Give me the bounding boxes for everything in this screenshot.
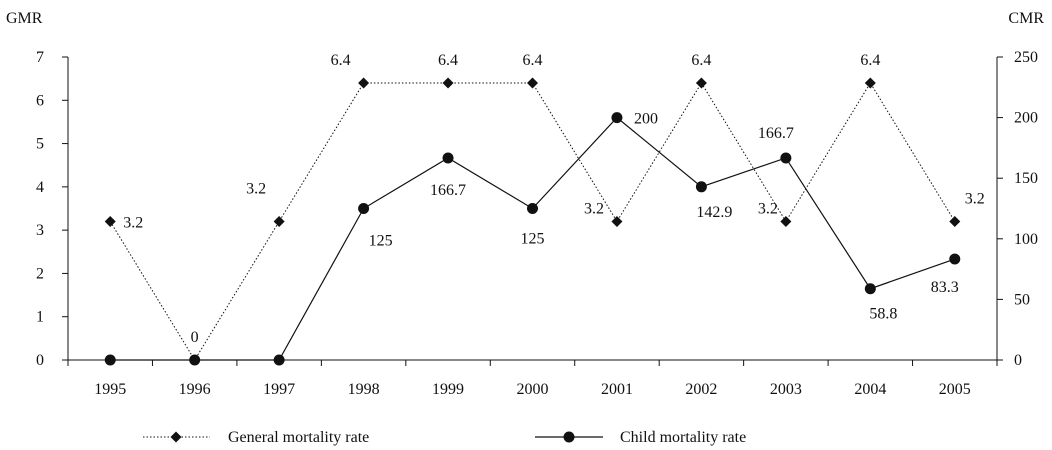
left-tick-label: 2: [36, 265, 44, 282]
gmr-data-label: 6.4: [438, 52, 458, 69]
gmr-point: [442, 77, 454, 89]
right-tick-label: 200: [1014, 110, 1038, 127]
gmr-data-label: 3.2: [246, 180, 266, 197]
right-tick-label: 100: [1014, 231, 1038, 248]
gmr-point: [780, 215, 792, 227]
cmr-point: [780, 152, 792, 164]
gmr-data-label: 0: [191, 329, 199, 346]
legend-gmr-marker: [170, 431, 182, 443]
x-tick-label: 2005: [939, 381, 971, 398]
cmr-point: [442, 152, 454, 164]
x-tick-label: 2000: [517, 381, 549, 398]
legend-cmr-marker: [563, 431, 575, 443]
cmr-data-label: 83.3: [931, 279, 959, 296]
data-labels: 3.2 0 3.2 6.4 6.4 6.4 3.2 6.4 3.2 6.4 3.2 125 166.7 1…: [123, 52, 985, 346]
right-tick-label: 150: [1014, 170, 1038, 187]
gmr-data-label: 6.4: [860, 52, 880, 69]
gmr-point: [527, 77, 538, 89]
left-tick-label: 1: [36, 309, 44, 326]
cmr-point: [949, 253, 961, 265]
cmr-data-label: 200: [634, 111, 658, 128]
left-tick-label: 4: [36, 179, 44, 196]
gmr-point: [695, 77, 707, 89]
right-tick-label: 50: [1014, 291, 1030, 308]
cmr-data-label: 58.8: [869, 306, 897, 323]
left-tick-label: 3: [36, 222, 44, 239]
right-tick-label: 0: [1014, 352, 1022, 369]
cmr-point: [864, 283, 876, 295]
left-tick-label: 0: [36, 352, 44, 369]
gmr-data-label: 3.2: [123, 214, 143, 231]
series: [104, 77, 961, 366]
cmr-data-label: 125: [521, 231, 545, 248]
gmr-data-label: 6.4: [691, 52, 711, 69]
gmr-point: [949, 215, 961, 227]
cmr-data-label: 142.9: [696, 204, 732, 221]
gmr-data-label: 6.4: [523, 52, 543, 69]
left-tick-label: 6: [36, 92, 44, 109]
gmr-point: [273, 215, 285, 227]
cmr-point: [695, 181, 707, 193]
legend-gmr-label: General mortality rate: [228, 429, 369, 446]
right-axis-title: CMR: [1008, 10, 1044, 27]
gmr-point: [358, 77, 370, 89]
legend-cmr-label: Child mortality rate: [620, 429, 746, 446]
cmr-point: [104, 354, 116, 366]
gmr-point: [864, 77, 876, 89]
cmr-data-label: 166.7: [430, 182, 466, 199]
x-tick-label: 1996: [179, 381, 211, 398]
gmr-series-line: [109, 82, 956, 361]
x-tick-label: 2004: [854, 381, 886, 398]
gmr-data-label: 3.2: [965, 190, 985, 207]
cmr-point: [189, 354, 201, 366]
gmr-point: [611, 215, 623, 227]
gmr-point: [104, 215, 116, 227]
cmr-data-label: 166.7: [758, 125, 794, 142]
left-tick-label: 5: [36, 136, 44, 153]
cmr-data-label: 125: [369, 233, 393, 250]
x-tick-label: 1999: [432, 381, 464, 398]
gmr-data-label: 3.2: [584, 200, 604, 217]
gmr-data-label: 3.2: [758, 200, 778, 217]
cmr-point: [358, 203, 370, 214]
gmr-data-label: 6.4: [331, 52, 351, 69]
legend: General mortality rate Child mortality ra…: [143, 429, 746, 446]
x-tick-label: 2001: [601, 381, 633, 398]
left-tick-label: 7: [36, 49, 44, 66]
x-tick-label: 1995: [94, 381, 126, 398]
cmr-point: [273, 354, 285, 366]
right-tick-label: 250: [1014, 49, 1038, 66]
x-tick-label: 1998: [348, 381, 380, 398]
x-tick-label: 2002: [685, 381, 717, 398]
left-axis-title: GMR: [6, 10, 43, 27]
x-tick-label: 1997: [263, 381, 295, 398]
cmr-point: [527, 203, 538, 214]
cmr-point: [611, 112, 623, 124]
x-tick-label: 2003: [770, 381, 802, 398]
